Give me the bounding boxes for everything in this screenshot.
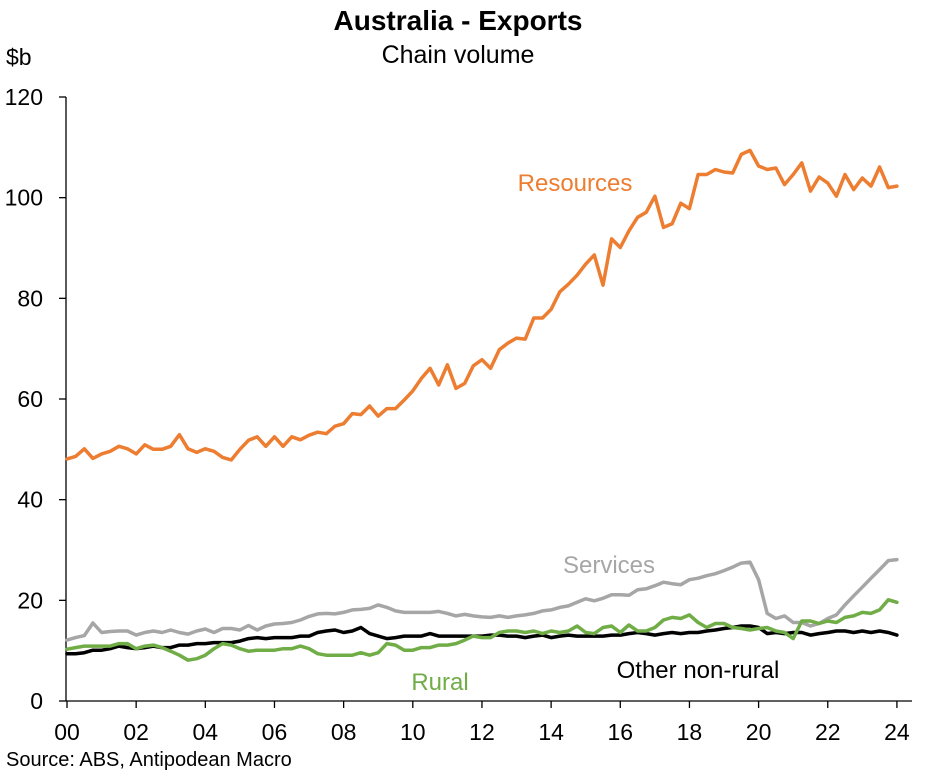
y-tick-label: 120 — [5, 84, 43, 110]
y-tick-label: 20 — [17, 587, 43, 613]
x-tick-label: 20 — [746, 719, 772, 745]
x-tick-label: 24 — [884, 719, 910, 745]
series-label-resources: Resources — [518, 170, 633, 197]
series-labels: Resources Services Rural Other non-rural — [411, 170, 779, 696]
x-tick-label: 12 — [469, 719, 495, 745]
y-unit-label: $b — [6, 44, 32, 70]
x-tick-label: 14 — [538, 719, 564, 745]
series-line-rural — [65, 598, 899, 662]
x-tick-label: 06 — [262, 719, 288, 745]
series-label-rural: Rural — [411, 669, 468, 696]
chart-title: Australia - Exports — [334, 5, 583, 36]
series-label-other-non-rural: Other non-rural — [617, 657, 780, 684]
x-tick-label: 10 — [400, 719, 426, 745]
series-line-resources — [65, 148, 899, 462]
axes: 0 20 40 60 80 100 120 00 02 04 06 08 10 12 14 16 18 20 22 2… — [5, 84, 912, 745]
y-tick-label: 0 — [30, 688, 43, 714]
x-tick-label: 04 — [193, 719, 219, 745]
x-tick-label: 08 — [331, 719, 357, 745]
source-note: Source: ABS, Antipodean Macro — [6, 749, 292, 771]
x-tick-label: 16 — [607, 719, 633, 745]
chart-subtitle: Chain volume — [382, 41, 535, 69]
y-tick-label: 100 — [5, 185, 43, 211]
series-line-services — [65, 557, 899, 642]
series-lines — [65, 148, 899, 662]
series-label-services: Services — [563, 552, 655, 579]
y-tick-label: 60 — [17, 386, 43, 412]
x-tick-label: 18 — [677, 719, 703, 745]
x-tick-label: 00 — [54, 719, 80, 745]
y-tick-label: 80 — [17, 285, 43, 311]
x-tick-label: 02 — [123, 719, 149, 745]
x-tick-label: 22 — [815, 719, 841, 745]
y-tick-label: 40 — [17, 487, 43, 513]
